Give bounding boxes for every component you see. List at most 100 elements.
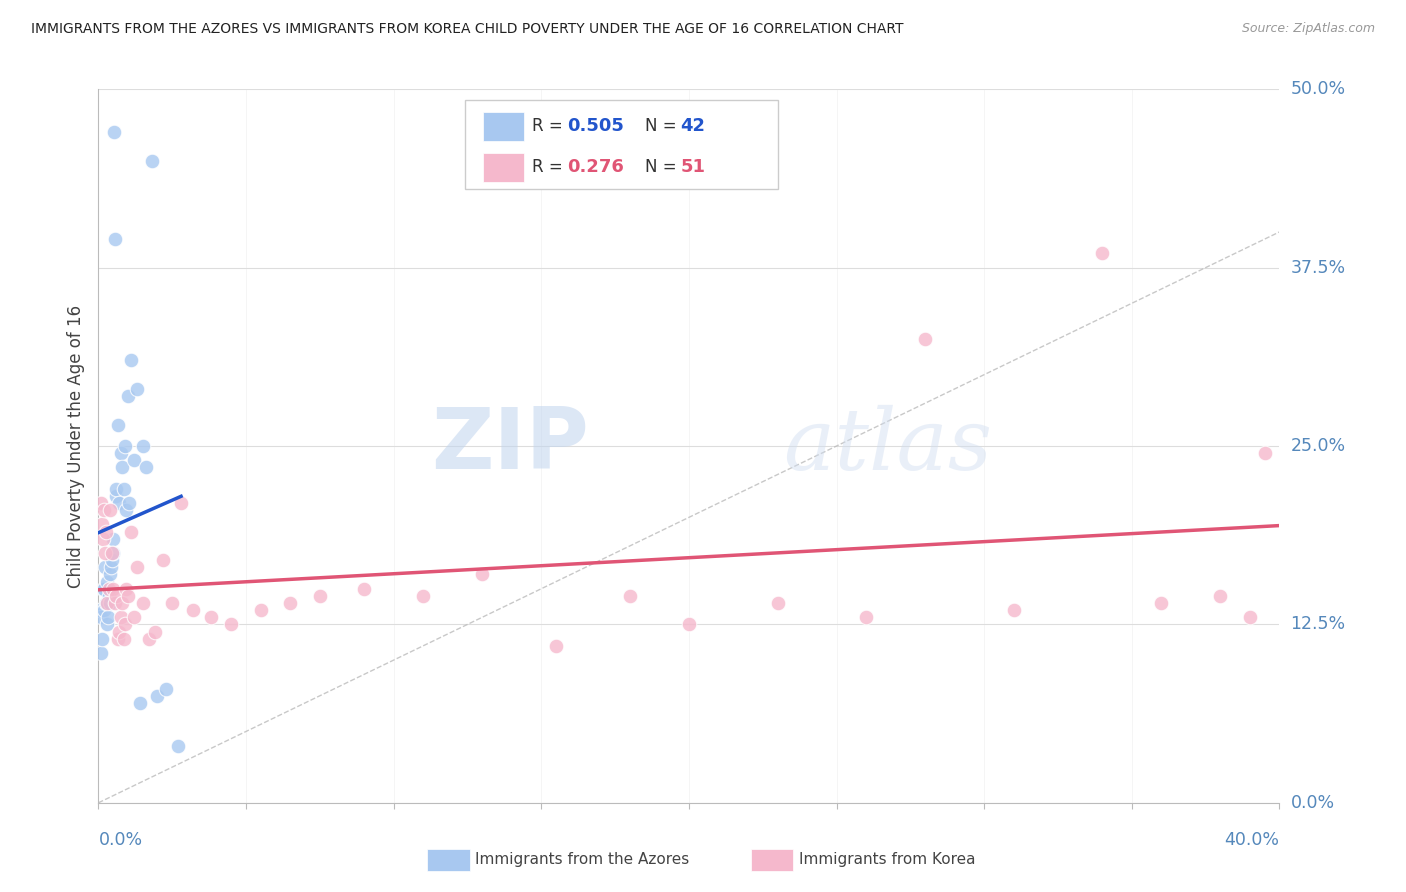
Point [353, 582, 375, 596]
FancyBboxPatch shape [464, 100, 778, 189]
Point [103, 582, 125, 596]
Point [122, 453, 145, 467]
Point [89, 603, 111, 617]
Point [1209, 589, 1232, 603]
Text: 50.0%: 50.0% [1291, 80, 1346, 98]
Text: 25.0%: 25.0% [1291, 437, 1346, 455]
Point [115, 582, 138, 596]
Point [111, 596, 134, 610]
Point [104, 489, 127, 503]
Text: Immigrants from the Azores: Immigrants from the Azores [475, 853, 689, 867]
Point [94, 546, 117, 560]
Point [93, 582, 115, 596]
Point [546, 639, 568, 653]
Point [96, 596, 118, 610]
Point [120, 524, 142, 539]
Point [200, 610, 222, 624]
Point [112, 632, 135, 646]
Point [619, 589, 641, 603]
Point [1002, 603, 1025, 617]
Point [1239, 610, 1261, 624]
Text: 51: 51 [681, 159, 706, 177]
Point [96, 617, 118, 632]
Point [181, 603, 204, 617]
Point [162, 596, 183, 610]
Text: R =: R = [531, 159, 568, 177]
Point [103, 125, 125, 139]
Text: Source: ZipAtlas.com: Source: ZipAtlas.com [1241, 22, 1375, 36]
Point [101, 532, 124, 546]
Point [93, 603, 115, 617]
Point [309, 589, 332, 603]
Text: Immigrants from Korea: Immigrants from Korea [799, 853, 976, 867]
Point [128, 696, 150, 710]
Point [94, 596, 117, 610]
Point [104, 596, 127, 610]
Point [98, 567, 121, 582]
Point [125, 382, 148, 396]
Text: 0.276: 0.276 [567, 159, 624, 177]
Text: 42: 42 [681, 118, 706, 136]
Point [100, 560, 122, 574]
Text: IMMIGRANTS FROM THE AZORES VS IMMIGRANTS FROM KOREA CHILD POVERTY UNDER THE AGE : IMMIGRANTS FROM THE AZORES VS IMMIGRANTS… [31, 22, 904, 37]
Point [91, 532, 114, 546]
FancyBboxPatch shape [484, 153, 523, 182]
Text: N =: N = [645, 159, 682, 177]
Text: N =: N = [645, 118, 682, 136]
Point [678, 617, 700, 632]
Point [100, 553, 122, 567]
Point [170, 496, 193, 510]
Point [111, 460, 134, 475]
Point [105, 482, 128, 496]
Point [108, 496, 131, 510]
Point [114, 617, 136, 632]
Text: 0.505: 0.505 [567, 118, 624, 136]
Point [412, 589, 434, 603]
Point [110, 610, 132, 624]
Point [250, 603, 273, 617]
Text: 12.5%: 12.5% [1291, 615, 1346, 633]
Point [167, 739, 190, 753]
FancyBboxPatch shape [484, 112, 523, 141]
Point [104, 232, 127, 246]
Point [97, 589, 120, 603]
Point [90, 646, 112, 660]
Point [98, 503, 121, 517]
Point [1150, 596, 1173, 610]
Point [96, 574, 118, 589]
Point [91, 582, 114, 596]
Point [152, 553, 174, 567]
Point [107, 632, 129, 646]
Text: 40.0%: 40.0% [1225, 831, 1279, 849]
Point [132, 596, 155, 610]
Point [118, 496, 141, 510]
Point [471, 567, 494, 582]
Point [766, 596, 789, 610]
Point [120, 353, 142, 368]
Point [100, 546, 122, 560]
Point [280, 596, 302, 610]
Point [122, 610, 145, 624]
Point [107, 417, 129, 432]
Point [97, 582, 120, 596]
Point [221, 617, 243, 632]
Point [117, 389, 139, 403]
Point [138, 632, 160, 646]
Point [135, 460, 157, 475]
Text: ZIP: ZIP [430, 404, 589, 488]
Point [110, 446, 132, 460]
Point [146, 689, 169, 703]
Point [115, 503, 138, 517]
Point [90, 610, 112, 624]
Point [155, 681, 177, 696]
Y-axis label: Child Poverty Under the Age of 16: Child Poverty Under the Age of 16 [66, 304, 84, 588]
Point [143, 624, 166, 639]
Point [93, 503, 115, 517]
Point [1254, 446, 1277, 460]
Point [97, 610, 120, 624]
Point [98, 596, 121, 610]
Point [117, 589, 139, 603]
Point [94, 524, 117, 539]
Point [125, 560, 148, 574]
Point [94, 560, 117, 574]
